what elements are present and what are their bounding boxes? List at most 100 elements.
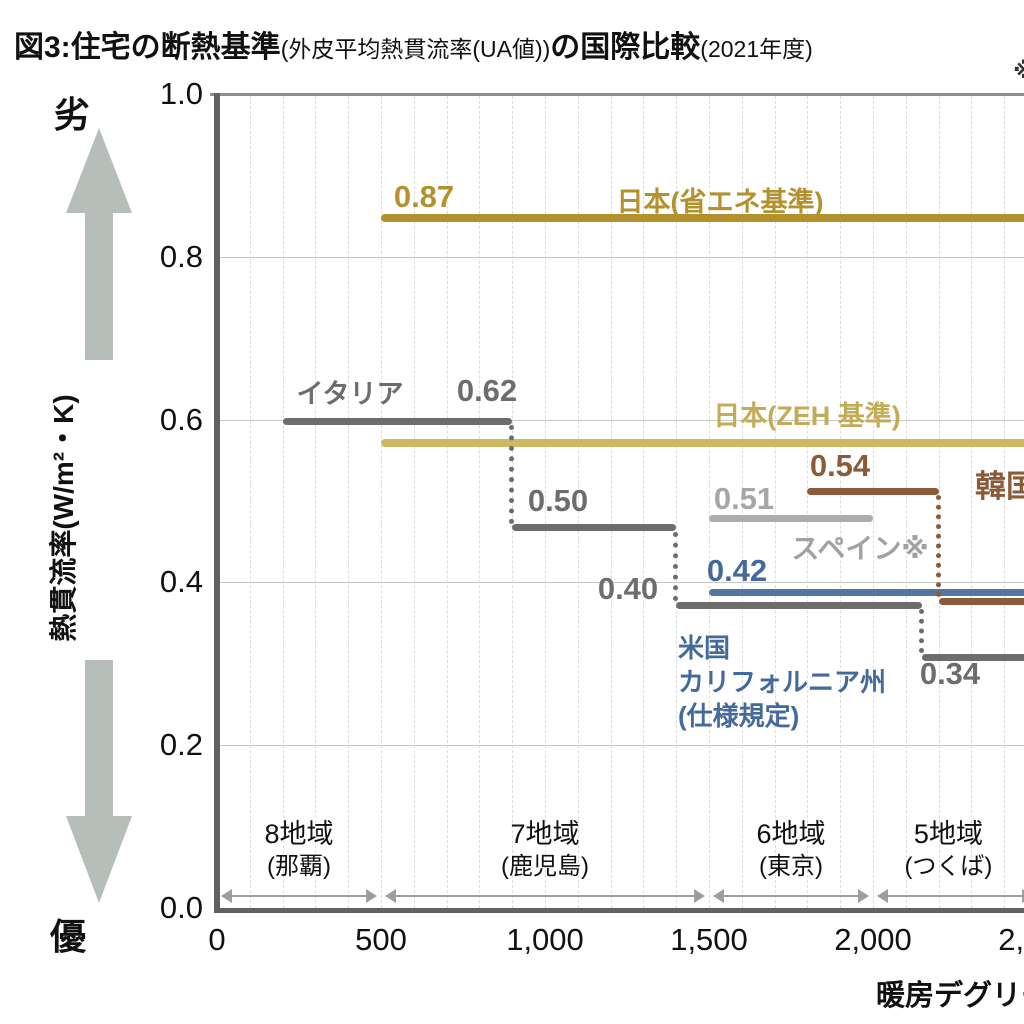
arrow-right-head-icon	[694, 889, 705, 903]
h-gridline	[219, 582, 1024, 584]
value-korea: 0.54	[809, 447, 871, 483]
region-city-label: (つくば)	[904, 853, 993, 880]
x-tick-label: 1,000	[506, 922, 584, 957]
series-line-4	[807, 487, 939, 495]
x-tick-label: 500	[355, 922, 407, 957]
name-korea: 韓国	[975, 468, 1024, 504]
name-italy: イタリア	[296, 379, 404, 410]
region-extent-arrow	[221, 889, 377, 903]
v-gridline	[676, 96, 678, 908]
x-tick-label: 0	[208, 922, 226, 957]
arrow-right-head-icon	[1022, 889, 1024, 903]
region-city-label: (那覇)	[267, 853, 331, 880]
v-gridline	[348, 96, 350, 908]
region-city-label: (東京)	[759, 853, 823, 880]
series-line-2	[282, 417, 513, 425]
title-paren-ua: (外皮平均熱貫流率(UA値))	[280, 36, 551, 62]
v-gridline	[873, 96, 874, 908]
v-gridline	[840, 96, 842, 908]
series-line-2	[676, 601, 923, 609]
value-italy-3: 0.40	[597, 570, 659, 606]
v-gridline	[709, 96, 710, 908]
series-line-1	[381, 439, 1024, 448]
arrow-left-head-icon	[385, 889, 396, 903]
y-axis-line	[214, 93, 220, 913]
y-tick-label: 0.6	[159, 401, 203, 437]
v-gridline	[381, 96, 382, 908]
up-arrow-shaft	[85, 210, 113, 360]
plot-frame-top	[210, 93, 1024, 96]
region-zone-label: 7地域	[510, 819, 580, 849]
region-zone-label: 8地域	[264, 819, 334, 849]
x-tick-label: 2,000	[834, 922, 912, 957]
name-spain: スペイン※	[791, 532, 929, 564]
v-gridline	[905, 96, 907, 908]
name-us-line-2: (仕様規定)	[678, 701, 800, 731]
down-arrow-shaft	[85, 660, 113, 818]
region-arrow-line	[886, 895, 1024, 897]
arrow-right-head-icon	[858, 889, 869, 903]
title-comparison: の国際比較	[550, 31, 701, 64]
down-arrow-icon	[66, 816, 132, 903]
y-tick-label: 0.4	[159, 564, 203, 600]
series-line-0	[381, 213, 1024, 222]
name-us-line-1: カリフォルニア州	[678, 667, 887, 697]
series-line-2	[512, 524, 677, 532]
v-gridline	[643, 96, 645, 908]
region-extent-arrow	[713, 889, 869, 903]
region-city-label: (鹿児島)	[501, 853, 589, 880]
arrow-left-head-icon	[877, 889, 888, 903]
region-extent-arrow	[877, 889, 1024, 903]
v-gridline	[1004, 96, 1006, 908]
better-label: 優	[50, 916, 87, 957]
v-gridline	[446, 96, 448, 908]
h-gridline	[219, 745, 1024, 747]
arrow-left-head-icon	[713, 889, 724, 903]
series-line-5	[709, 588, 1024, 596]
value-japan-shoene: 0.87	[393, 178, 455, 214]
series-line-3	[709, 514, 873, 522]
h-gridline	[219, 419, 1024, 421]
region-zone-label: 6地域	[756, 819, 826, 849]
v-gridline	[282, 96, 284, 908]
h-gridline	[219, 256, 1024, 258]
region-zone-label: 5地域	[913, 819, 983, 849]
region-arrow-line	[722, 895, 860, 897]
y-tick-label: 0.8	[159, 238, 203, 274]
v-gridline	[610, 96, 612, 908]
y-tick-label: 0.2	[159, 727, 203, 763]
arrow-left-head-icon	[221, 889, 232, 903]
y-tick-label: 1.0	[159, 76, 203, 111]
value-italy-1: 0.62	[456, 372, 518, 408]
name-japan-zeh: 日本(ZEH 基準)	[713, 401, 901, 432]
v-gridline	[741, 96, 743, 908]
v-gridline	[413, 96, 415, 908]
name-us-line-0: 米国	[678, 633, 731, 663]
step-connector	[935, 495, 941, 598]
x-axis-title: 暖房デグリーデー	[876, 980, 1024, 1012]
up-arrow-icon	[66, 128, 132, 213]
x-tick-label: 2,500	[998, 922, 1024, 957]
v-gridline	[479, 96, 481, 908]
series-line-2	[922, 653, 1024, 661]
v-gridline	[315, 96, 317, 908]
region-arrow-line	[394, 895, 696, 897]
value-us: 0.42	[706, 552, 768, 588]
title-main: 図3:住宅の断熱基準	[14, 31, 281, 64]
v-gridline	[774, 96, 776, 908]
region-arrow-line	[230, 895, 368, 897]
v-gridline	[971, 96, 973, 908]
step-connector	[919, 609, 925, 654]
step-connector	[509, 425, 515, 524]
value-italy-4: 0.34	[919, 655, 981, 691]
x-tick-label: 1,500	[670, 922, 748, 957]
chart-title: 図3:住宅の断熱基準(外皮平均熱貫流率(UA値))の国際比較(2021年度)	[14, 22, 813, 66]
value-italy-2: 0.50	[527, 482, 589, 518]
value-spain: 0.51	[713, 480, 775, 516]
name-japan-shoene: 日本(省エネ基準)	[616, 187, 824, 218]
series-line-4	[938, 597, 1024, 605]
v-gridline	[249, 96, 251, 908]
v-gridline	[807, 96, 809, 908]
title-year: (2021年度)	[700, 36, 813, 62]
